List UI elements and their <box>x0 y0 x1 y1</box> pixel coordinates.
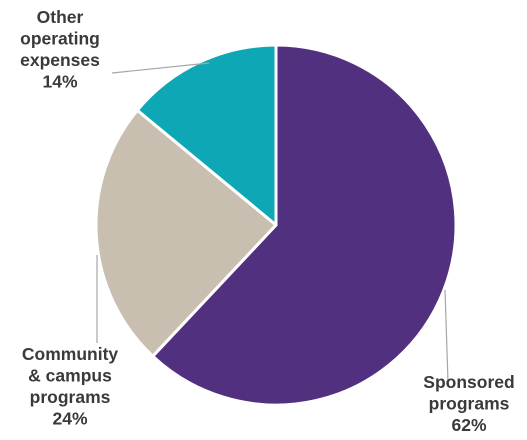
leader-line-other-operating-expenses <box>111 62 210 74</box>
leader-lines <box>96 62 449 383</box>
slice-label-line: & campus <box>28 366 112 386</box>
slice-label-community-campus-programs: Community & campus programs 24% <box>22 344 119 429</box>
slice-label-sponsored-programs: Sponsored programs 62% <box>423 372 514 435</box>
slice-label-line: programs <box>30 387 111 407</box>
slice-labels: Sponsored programs 62%Community & campus pro… <box>20 7 515 435</box>
pie-slice-community-campus-programs <box>94 108 278 358</box>
slice-label-line: operating <box>20 29 100 49</box>
slice-label-line: programs <box>429 394 510 414</box>
slice-label-line: Other <box>37 7 84 27</box>
slice-label-other-operating-expenses: Other operating expenses 14% <box>20 7 100 92</box>
leader-line-sponsored-programs <box>444 289 449 383</box>
slice-label-line: Sponsored <box>423 372 514 392</box>
slice-value-label: 62% <box>451 415 486 435</box>
slice-label-line: Community <box>22 344 119 364</box>
pie-slice-other-operating-expenses <box>135 43 278 227</box>
slice-label-line: expenses <box>20 50 100 70</box>
pie-slice-sponsored-programs <box>151 43 458 407</box>
pie-slices <box>94 43 458 407</box>
slice-value-label: 14% <box>42 72 77 92</box>
slice-value-label: 24% <box>52 409 87 429</box>
